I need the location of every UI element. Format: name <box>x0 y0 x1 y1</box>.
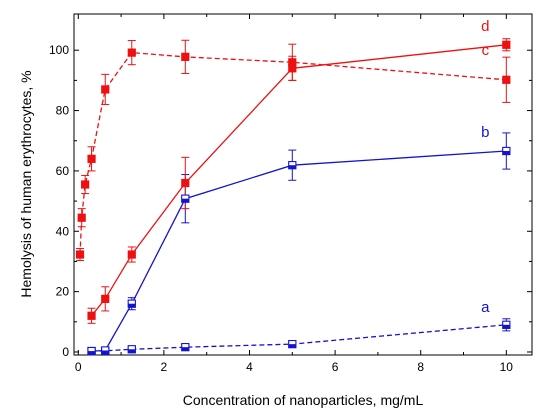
data-point-fill <box>181 347 189 351</box>
data-point <box>127 48 136 57</box>
series-label-b: b <box>481 124 489 141</box>
data-point <box>87 154 96 163</box>
data-point <box>81 180 90 189</box>
series-label-c: c <box>482 42 490 59</box>
data-point <box>101 85 110 94</box>
data-point <box>127 250 136 259</box>
data-point <box>502 40 511 49</box>
data-point-fill <box>288 344 296 348</box>
data-point <box>101 294 110 303</box>
x-tick-label: 8 <box>417 360 424 374</box>
y-axis-title: Hemolysis of human erythrocytes, % <box>18 70 34 297</box>
data-point-fill <box>502 151 510 155</box>
series-lines <box>79 44 507 352</box>
data-point-fill <box>87 351 96 355</box>
plot-frame <box>73 13 533 356</box>
data-point-fill <box>502 324 510 329</box>
data-point-fill <box>128 349 136 353</box>
series-line-c <box>79 51 507 255</box>
y-tick-label: 40 <box>56 224 70 238</box>
x-tick-label: 0 <box>75 360 82 374</box>
x-tick-label: 2 <box>161 360 168 374</box>
series-line-b <box>91 150 507 352</box>
data-point <box>75 250 85 259</box>
x-tick-label: 10 <box>500 360 514 374</box>
data-point <box>87 311 96 320</box>
data-point <box>181 52 190 61</box>
series-line-a <box>91 324 507 352</box>
series-label-a: a <box>481 299 490 316</box>
data-markers <box>75 40 511 356</box>
series-line-d <box>90 44 507 317</box>
data-point-fill <box>128 303 136 308</box>
y-tick-label: 60 <box>56 164 70 178</box>
y-tick-label: 20 <box>56 285 70 299</box>
y-tick-label: 0 <box>62 345 69 359</box>
x-tick-label: 4 <box>246 360 253 374</box>
data-point <box>77 213 86 222</box>
data-point-fill <box>181 198 189 203</box>
data-point-fill <box>101 350 109 355</box>
x-tick-label: 6 <box>332 360 339 374</box>
data-point <box>181 178 190 188</box>
x-axis-title: Concentration of nanoparticles, mg/mL <box>183 392 424 408</box>
series-label-d: d <box>481 18 489 35</box>
data-point <box>502 75 511 84</box>
error-bars <box>75 38 511 354</box>
y-tick-label: 100 <box>49 43 69 57</box>
data-point-fill <box>288 165 296 169</box>
y-tick-label: 80 <box>56 104 70 118</box>
data-point <box>288 64 297 73</box>
series-labels: a b cd <box>481 18 490 316</box>
